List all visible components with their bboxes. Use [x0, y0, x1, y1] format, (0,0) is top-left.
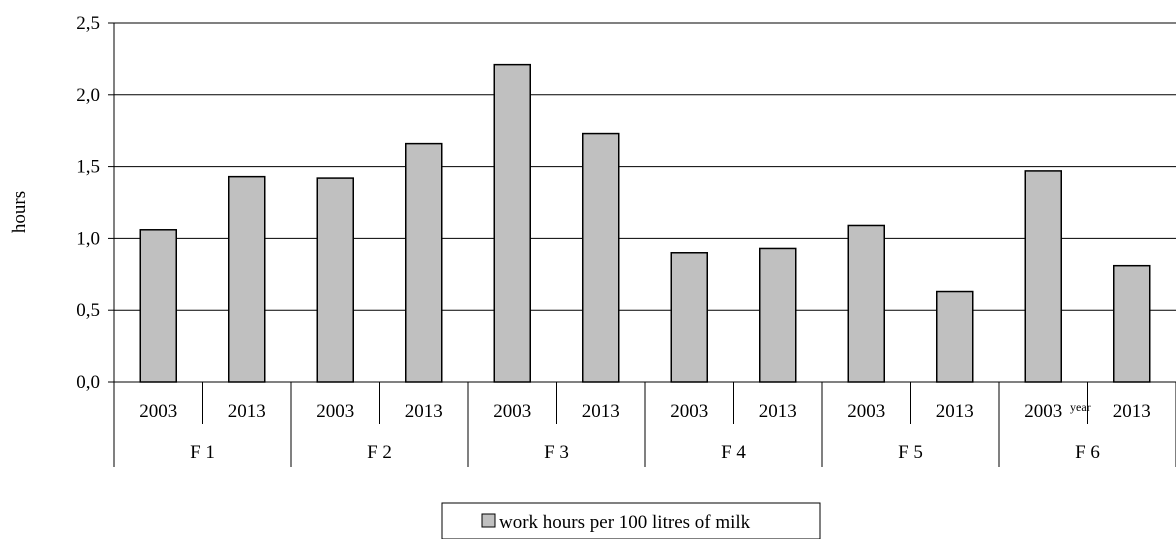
bar: [316, 177, 354, 383]
y-tick-label: 1,0: [76, 228, 100, 249]
x-category-label: 2003: [670, 401, 708, 422]
x-category-label: 2003: [316, 401, 354, 422]
x-category-label: 2013: [582, 401, 620, 422]
bar: [1113, 264, 1151, 383]
x-category-label: 2013: [228, 401, 266, 422]
bar: [139, 229, 177, 383]
x-group-label: F 5: [898, 442, 923, 463]
x-group-label: F 6: [1075, 442, 1100, 463]
bar: [493, 63, 531, 383]
axis-labels: 0,0 0,5 1,0 1,5 2,0 2,5 2003 2013 2003 2013 2003 20…: [76, 13, 1151, 463]
x-category-label: 2003: [493, 401, 531, 422]
x-category-label: 2013: [1113, 401, 1151, 422]
y-tick-label: 1,5: [76, 157, 100, 178]
y-tick-label: 0,0: [76, 372, 100, 393]
bar: [759, 247, 797, 383]
legend: work hours per 100 litres of milk: [441, 502, 821, 539]
bar: [936, 290, 974, 383]
y-tick-label: 2,0: [76, 85, 100, 106]
legend-swatch: [481, 513, 496, 528]
gridlines: [114, 22, 1176, 311]
x-category-label: 2013: [936, 401, 974, 422]
bar: [582, 132, 620, 383]
legend-label: work hours per 100 litres of milk: [499, 512, 751, 533]
bar: [847, 224, 885, 383]
y-tick-label: 0,5: [76, 300, 100, 321]
bar: [405, 142, 443, 383]
legend-box: [441, 502, 821, 539]
x-category-label: 2003: [847, 401, 885, 422]
x-group-label: F 1: [190, 442, 215, 463]
y-tick-label: 2,5: [76, 13, 100, 34]
axes: [108, 22, 1176, 467]
bar: [670, 252, 708, 383]
bar: [1024, 170, 1062, 383]
year-annotation: year: [1070, 400, 1091, 414]
x-category-label: 2003: [139, 401, 177, 422]
x-category-label: 2013: [405, 401, 443, 422]
x-group-label: F 2: [367, 442, 392, 463]
bar: [228, 175, 266, 383]
x-category-label: 2003: [1024, 401, 1062, 422]
x-group-label: F 3: [544, 442, 569, 463]
y-axis-title: hours: [9, 191, 30, 233]
bars: [139, 63, 1151, 383]
x-group-label: F 4: [721, 442, 746, 463]
x-category-label: 2013: [759, 401, 797, 422]
